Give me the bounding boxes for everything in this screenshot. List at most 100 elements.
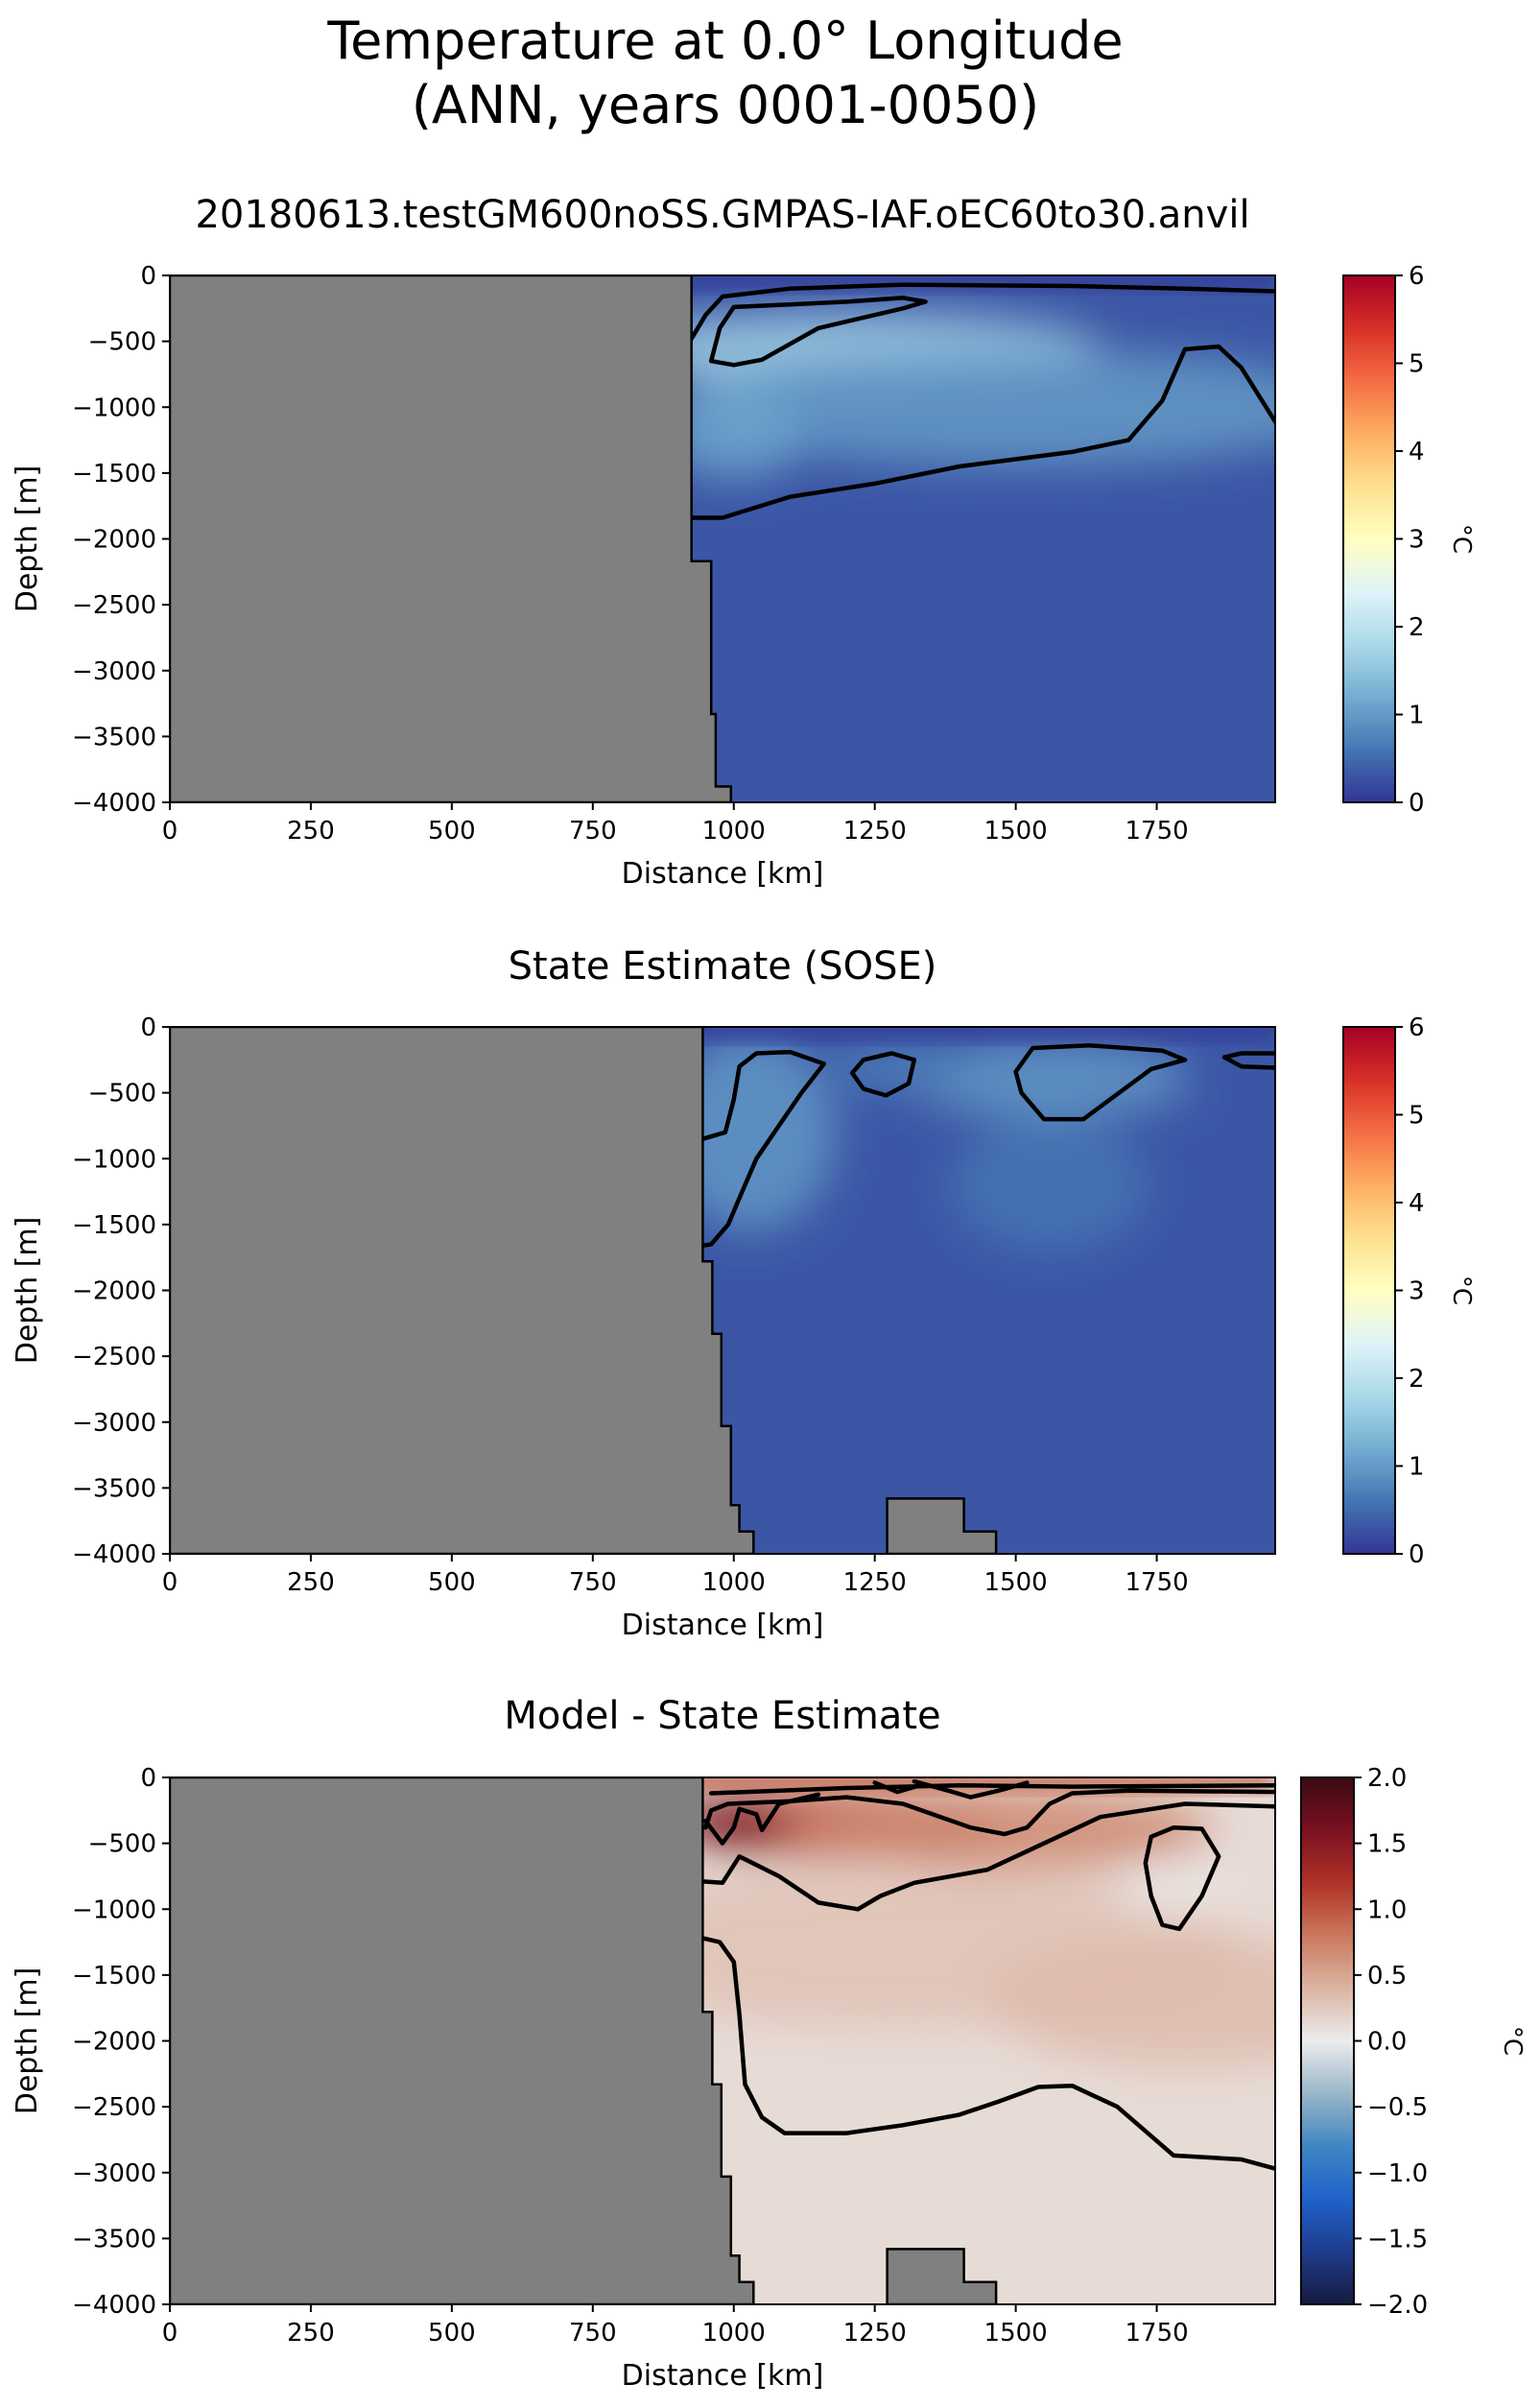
x-tick-label: 250 bbox=[287, 2319, 335, 2348]
colorbar-tick-label: 1 bbox=[1409, 1453, 1425, 1482]
y-tick-label: −4000 bbox=[72, 2291, 156, 2320]
y-tick-label: −3000 bbox=[72, 657, 156, 686]
panel-title: 20180613.testGM600noSS.GMPAS-IAF.oEC60to… bbox=[195, 193, 1249, 237]
colorbar-tick-label: 6 bbox=[1409, 1013, 1425, 1042]
x-tick-label: 0 bbox=[162, 817, 178, 846]
field-patch bbox=[677, 347, 1275, 466]
y-tick-label: −2500 bbox=[72, 1343, 156, 1371]
x-tick-label: 750 bbox=[569, 1568, 617, 1597]
colorbar-tick-label: 3 bbox=[1409, 1277, 1425, 1306]
colorbar bbox=[1342, 1026, 1396, 1555]
colorbar-tick-label: −1.5 bbox=[1367, 2225, 1428, 2253]
contour-line bbox=[689, 282, 1275, 342]
y-tick-label: 0 bbox=[140, 262, 156, 291]
panel-state-estimate: State Estimate (SOSE) 0 2 5 0 500 750 1000 1250 1… bbox=[11, 944, 1476, 1642]
panel-title: State Estimate (SOSE) bbox=[509, 944, 937, 989]
land-mask bbox=[170, 1027, 755, 1554]
x-tick-label: 250 bbox=[287, 817, 335, 846]
figure-title-line2: (ANN, years 0001-0050) bbox=[412, 75, 1039, 135]
x-axis-label: Distance [km] bbox=[622, 857, 824, 891]
panel-model-minus-state-estimate: Model - State Estimate 0 250 500 750 1000 1250… bbox=[11, 1694, 1527, 2393]
contour-line bbox=[1143, 1824, 1221, 1932]
figure-title-line1: Temperature at 0.0° Longitude bbox=[326, 11, 1123, 71]
colorbar-tick-label: 1.0 bbox=[1367, 1895, 1407, 1924]
land-mask bbox=[170, 1777, 755, 2304]
contour-line bbox=[1221, 1055, 1275, 1070]
x-tick-label: 1250 bbox=[843, 817, 907, 846]
field-patch bbox=[951, 1119, 1149, 1252]
colorbar-tick-label: 0.0 bbox=[1367, 2028, 1407, 2057]
colorbar-tick-label: 0 bbox=[1409, 1540, 1425, 1569]
x-tick-label: 750 bbox=[569, 2319, 617, 2348]
y-tick-label: −1000 bbox=[72, 393, 156, 422]
contour-line bbox=[872, 1780, 922, 1795]
colorbar-label: °C bbox=[1447, 524, 1476, 554]
panel-model: 20180613.testGM600noSS.GMPAS-IAF.oEC60to… bbox=[11, 193, 1476, 891]
x-tick-label: 500 bbox=[428, 817, 476, 846]
colorbar-tick-label: 5 bbox=[1409, 350, 1425, 379]
panel-title: Model - State Estimate bbox=[504, 1694, 940, 1738]
y-tick-label: −500 bbox=[88, 1080, 156, 1109]
x-tick-label: 0 bbox=[162, 1568, 178, 1597]
x-tick-label: 1000 bbox=[702, 2319, 766, 2348]
y-tick-label: −500 bbox=[88, 328, 156, 357]
contour-line bbox=[700, 1049, 827, 1249]
y-tick-label: −3000 bbox=[72, 1409, 156, 1438]
y-tick-label: −500 bbox=[88, 1830, 156, 1859]
seamount bbox=[886, 1497, 998, 1554]
y-tick-label: −1500 bbox=[72, 1211, 156, 1240]
colorbar-tick-label: 2 bbox=[1409, 1365, 1425, 1394]
colorbar-tick-label: 4 bbox=[1409, 1189, 1425, 1218]
contour-line bbox=[703, 1788, 1275, 1837]
y-axis-label: Depth [m] bbox=[11, 465, 44, 613]
contour-line bbox=[1221, 1051, 1275, 1060]
y-tick-label: −2000 bbox=[72, 2028, 156, 2057]
y-tick-label: −3500 bbox=[72, 2225, 156, 2253]
y-tick-label: −3000 bbox=[72, 2159, 156, 2188]
y-tick-label: −1500 bbox=[72, 460, 156, 489]
colorbar-tick-label: 0 bbox=[1409, 789, 1425, 818]
x-tick-label: 500 bbox=[428, 1568, 476, 1597]
colorbar-tick-label: 3 bbox=[1409, 526, 1425, 555]
contour-line bbox=[849, 1051, 917, 1098]
y-tick-label: −2500 bbox=[72, 591, 156, 620]
y-tick-label: −1000 bbox=[72, 1145, 156, 1174]
contour-line bbox=[703, 1792, 821, 1846]
colorbar-tick-label: 2.0 bbox=[1367, 1764, 1407, 1793]
contour-line bbox=[912, 1778, 1030, 1800]
x-tick-label: 1250 bbox=[843, 1568, 907, 1597]
contour-line bbox=[708, 296, 928, 368]
x-tick-label: 1500 bbox=[984, 817, 1048, 846]
y-tick-label: −1000 bbox=[72, 1895, 156, 1924]
field-patch bbox=[826, 1039, 968, 1093]
colorbar bbox=[1342, 274, 1396, 803]
y-tick-label: −4000 bbox=[72, 789, 156, 818]
x-axis-label: Distance [km] bbox=[622, 1609, 824, 1642]
field-patch bbox=[666, 1033, 836, 1231]
colorbar-tick-label: −2.0 bbox=[1367, 2291, 1428, 2320]
field-patch bbox=[908, 1039, 1191, 1120]
contour-line bbox=[1013, 1042, 1188, 1122]
contour-line bbox=[708, 1782, 1275, 1796]
contour-line bbox=[700, 1936, 1275, 2171]
colorbar-label: °C bbox=[1498, 2026, 1527, 2056]
colorbar bbox=[1300, 1776, 1355, 2305]
field-patch bbox=[663, 387, 805, 480]
x-tick-label: 1500 bbox=[984, 2319, 1048, 2348]
contour-line bbox=[700, 1801, 1275, 1912]
y-tick-label: 0 bbox=[140, 1764, 156, 1793]
colorbar-tick-label: 1.5 bbox=[1367, 1830, 1407, 1859]
seamount bbox=[886, 2248, 998, 2304]
x-tick-label: 1000 bbox=[702, 1568, 766, 1597]
x-axis-label: Distance [km] bbox=[622, 2359, 824, 2393]
field-patch bbox=[1117, 1866, 1230, 1913]
y-tick-label: −2000 bbox=[72, 1277, 156, 1306]
contour-line bbox=[689, 344, 1275, 520]
y-tick-label: 0 bbox=[140, 1013, 156, 1042]
x-tick-label: 1750 bbox=[1125, 1568, 1188, 1597]
colorbar-tick-label: 5 bbox=[1409, 1102, 1425, 1131]
y-tick-label: −2500 bbox=[72, 2093, 156, 2122]
x-tick-label: 1500 bbox=[984, 1568, 1048, 1597]
colorbar-tick-label: −0.5 bbox=[1367, 2093, 1428, 2122]
